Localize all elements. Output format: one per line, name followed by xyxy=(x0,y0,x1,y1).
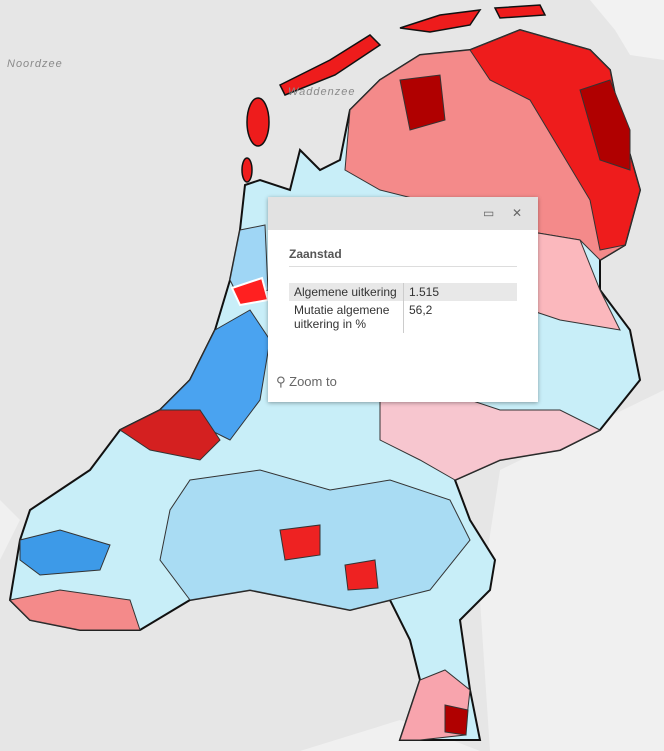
island xyxy=(246,97,270,147)
region-zeeuws-vlaanderen xyxy=(8,589,141,631)
attribute-table: Algemene uitkering 1.515 Mutatie algemen… xyxy=(289,283,517,333)
popup: ▭ ✕ Zaanstad Algemene uitkering 1.515 Mu… xyxy=(268,197,538,402)
island xyxy=(399,4,547,33)
island xyxy=(278,34,382,96)
region-gelderland xyxy=(379,389,602,481)
sea-label: Noordzee xyxy=(7,58,63,70)
attribute-label: Algemene uitkering xyxy=(289,283,404,301)
region-red-south xyxy=(279,524,379,591)
popup-header: ▭ ✕ xyxy=(268,197,538,230)
region-rotterdam xyxy=(119,409,221,461)
attribute-value: 56,2 xyxy=(409,303,433,317)
dock-button[interactable]: ▭ xyxy=(483,206,495,220)
zoom-to-text[interactable]: Zoom to xyxy=(289,374,337,389)
attribute-row: Algemene uitkering 1.515 xyxy=(289,283,517,301)
popup-title: Zaanstad xyxy=(289,247,342,261)
land-neighbours xyxy=(0,390,664,751)
region-west xyxy=(159,309,271,441)
sea-label: Waddenzee xyxy=(288,86,356,98)
divider xyxy=(289,266,517,267)
island xyxy=(241,157,253,183)
land-germany xyxy=(590,0,664,60)
region-dark xyxy=(399,74,631,171)
region-heerlen xyxy=(444,704,469,736)
close-button[interactable]: ✕ xyxy=(512,206,523,220)
attribute-row: Mutatie algemene uitkering in % 56,2 xyxy=(289,301,517,333)
zoom-to-link[interactable]: ⚲ Zoom to xyxy=(276,374,337,389)
attribute-value: 1.515 xyxy=(403,283,517,301)
attribute-label: Mutatie algemene uitkering in % xyxy=(289,301,404,333)
region-zeeland xyxy=(19,529,111,576)
